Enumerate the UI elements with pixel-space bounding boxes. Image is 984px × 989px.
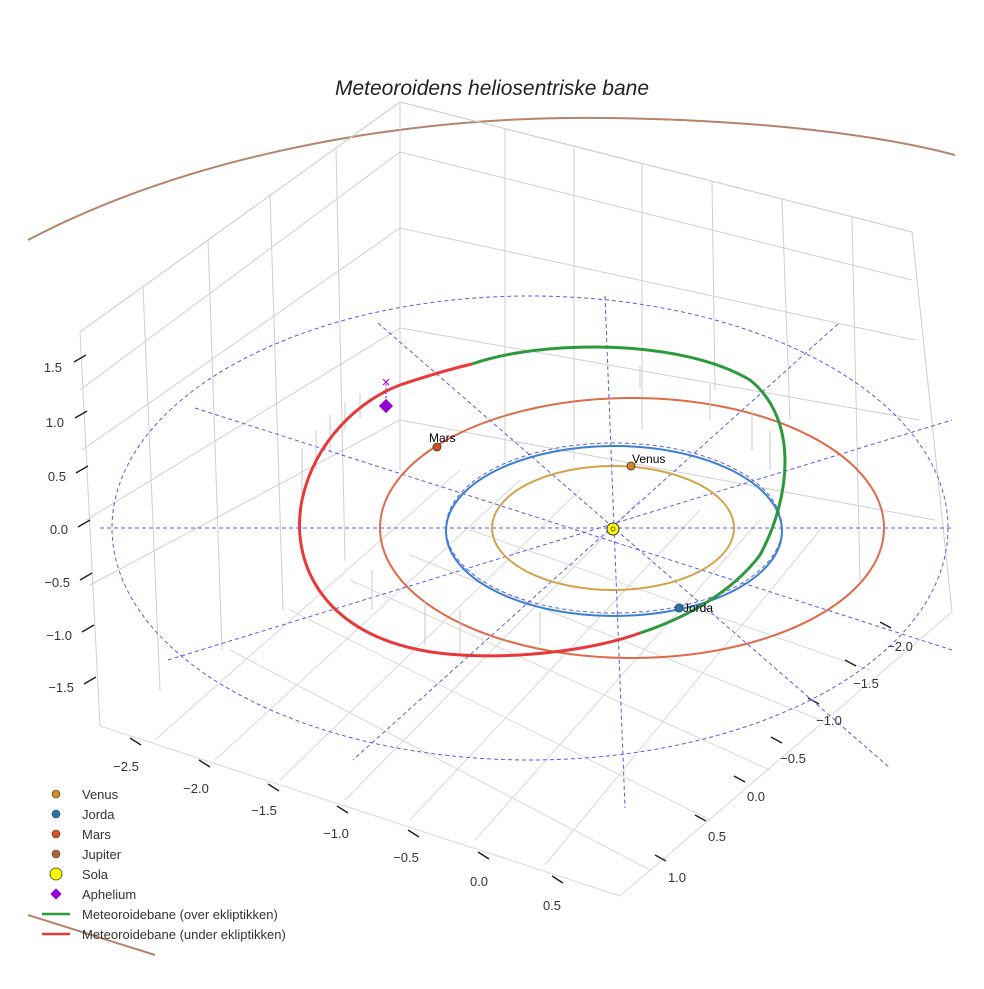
meteoroid-orbit-above <box>471 345 787 635</box>
y-tick-label: 0.5 <box>708 829 726 844</box>
y-axis: −2.0 −1.5 −1.0 −0.5 0.0 0.5 1.0 <box>654 621 913 885</box>
earth-marker <box>674 603 684 613</box>
legend-venus-icon <box>51 789 61 799</box>
x-axis: −2.5 −2.0 −1.5 −1.0 −0.5 0.0 0.5 <box>113 737 564 913</box>
mars-orbit <box>379 397 885 659</box>
z-tick-label: 0.0 <box>50 522 68 537</box>
venus-marker <box>626 461 636 471</box>
y-tick-label: −1.5 <box>853 676 879 691</box>
y-tick-label: 0.0 <box>747 789 765 804</box>
z-tick-label: 0.5 <box>48 469 66 484</box>
legend-earth-icon <box>51 809 61 819</box>
x-tick-label: −1.0 <box>323 826 349 841</box>
z-tick-label: −0.5 <box>44 575 70 590</box>
venus-label: Venus <box>632 452 665 466</box>
z-tick-label: 1.5 <box>44 360 62 375</box>
meteoroid-orbit-below <box>298 362 641 658</box>
x-tick-label: −2.5 <box>113 759 139 774</box>
y-tick-label: 1.0 <box>668 870 686 885</box>
chart-title: Meteoroidens heliosentriske bane <box>335 77 649 100</box>
legend-sun-icon <box>49 867 63 881</box>
legend-aphelium-label: Aphelium <box>82 887 136 902</box>
sun-marker-core <box>610 526 616 532</box>
drop-lines <box>301 366 771 655</box>
legend-earth-label: Jorda <box>82 807 115 822</box>
z-tick-label: −1.5 <box>48 680 74 695</box>
venus-orbit <box>491 465 735 591</box>
x-tick-label: 0.0 <box>470 874 488 889</box>
jupiter-orbit-arc-bottom <box>27 914 156 956</box>
aphelium-projection-marker: × <box>382 374 391 391</box>
mars-marker <box>432 442 442 452</box>
legend-mars-label: Mars <box>82 827 111 842</box>
floor-grid <box>99 469 953 897</box>
legend-above-label: Meteoroidebane (over ekliptikken) <box>82 907 278 922</box>
legend-venus-label: Venus <box>82 787 119 802</box>
legend-jupiter-icon <box>51 849 61 859</box>
back-grid <box>79 101 953 727</box>
mars-label: Mars <box>429 431 456 445</box>
y-tick-label: −0.5 <box>780 751 806 766</box>
earth-orbit <box>445 445 783 617</box>
z-tick-label: 1.0 <box>46 415 64 430</box>
legend-mars-icon <box>51 829 61 839</box>
x-tick-label: −0.5 <box>393 850 419 865</box>
aphelium-marker <box>378 398 394 414</box>
x-tick-label: −1.5 <box>251 803 277 818</box>
legend-sun-label: Sola <box>82 867 109 882</box>
z-axis: 1.5 1.0 0.5 0.0 −0.5 −1.0 −1.5 <box>44 354 97 695</box>
z-tick-label: −1.0 <box>46 628 72 643</box>
x-tick-label: 0.5 <box>543 898 561 913</box>
ecliptic-reference <box>100 295 953 809</box>
x-tick-label: −2.0 <box>183 781 209 796</box>
y-tick-label: −1.0 <box>816 713 842 728</box>
legend: Venus Jorda Mars Jupiter Sola Aphelium M… <box>42 787 286 942</box>
legend-below-label: Meteoroidebane (under ekliptikken) <box>82 927 286 942</box>
legend-aphelium-icon <box>50 888 62 900</box>
earth-label: Jorda <box>683 601 713 615</box>
y-tick-label: −2.0 <box>887 639 913 654</box>
legend-jupiter-label: Jupiter <box>82 847 122 862</box>
jupiter-orbit-arc-top <box>27 116 956 241</box>
sun-marker <box>606 522 620 536</box>
